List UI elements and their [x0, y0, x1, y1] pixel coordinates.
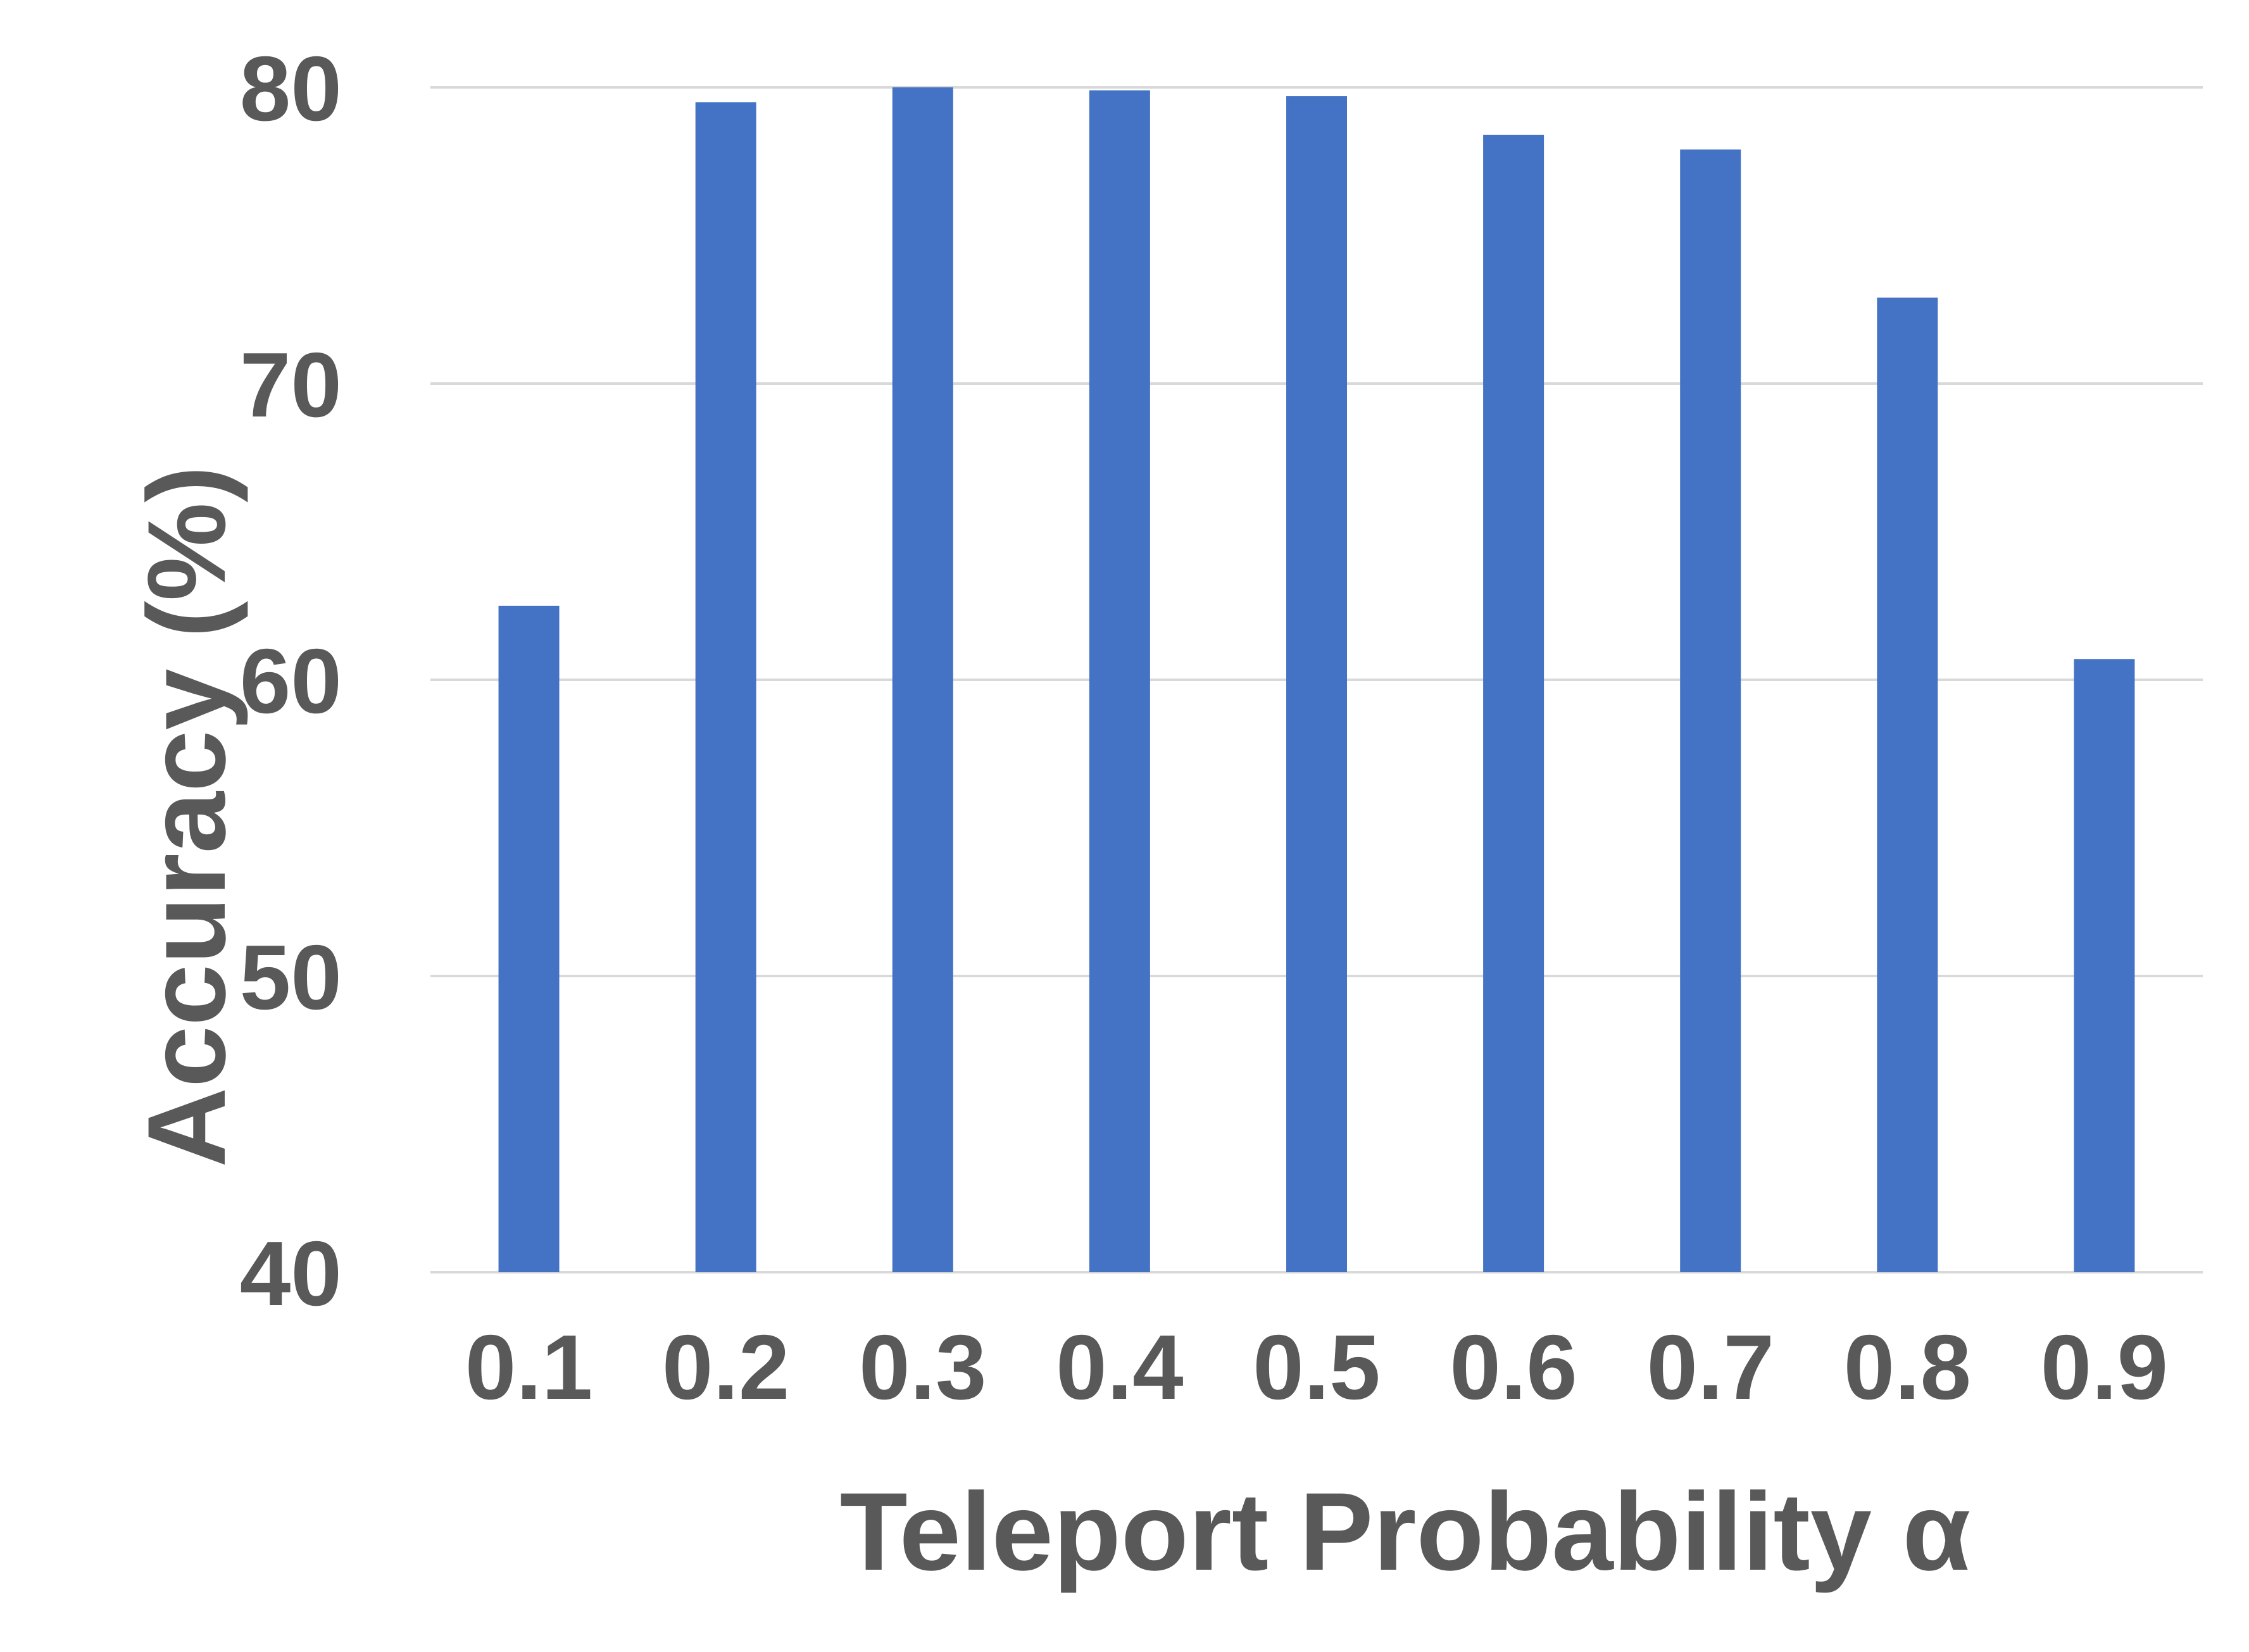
x-tick-label: 0.1 [465, 1316, 593, 1418]
x-tick-label: 0.6 [1450, 1316, 1577, 1418]
y-tick-label: 80 [240, 37, 342, 140]
bar-0.8 [1877, 297, 1938, 1272]
y-tick-label: 50 [240, 926, 342, 1029]
x-tick-label: 0.3 [859, 1316, 987, 1418]
x-tick-label: 0.7 [1646, 1316, 1774, 1418]
y-axis-title: Accuracy (%) [125, 466, 249, 1168]
bar-0.1 [498, 606, 560, 1272]
x-tick-label: 0.4 [1056, 1316, 1184, 1418]
bar-0.4 [1089, 90, 1150, 1273]
x-tick-label: 0.9 [2041, 1316, 2169, 1418]
bar-0.3 [892, 87, 953, 1272]
bar-0.5 [1286, 96, 1347, 1272]
bar-0.9 [2074, 659, 2135, 1272]
bars [498, 87, 2135, 1273]
x-tick-label: 0.8 [1844, 1316, 1972, 1418]
x-tick-label: 0.2 [662, 1316, 790, 1418]
y-tick-label: 60 [240, 630, 342, 732]
y-tick-labels: 40 50 60 70 80 [240, 37, 342, 1325]
x-tick-labels: 0.1 0.2 0.3 0.4 0.5 0.6 0.7 0.8 0.9 [465, 1316, 2168, 1418]
y-tick-label: 70 [240, 334, 342, 436]
bar-0.2 [695, 102, 756, 1272]
x-tick-label: 0.5 [1253, 1316, 1381, 1418]
bar-0.6 [1483, 134, 1544, 1272]
y-tick-label: 40 [240, 1222, 342, 1325]
x-axis-title: Teleport Probability α [840, 1470, 1971, 1594]
bar-0.7 [1680, 149, 1741, 1272]
